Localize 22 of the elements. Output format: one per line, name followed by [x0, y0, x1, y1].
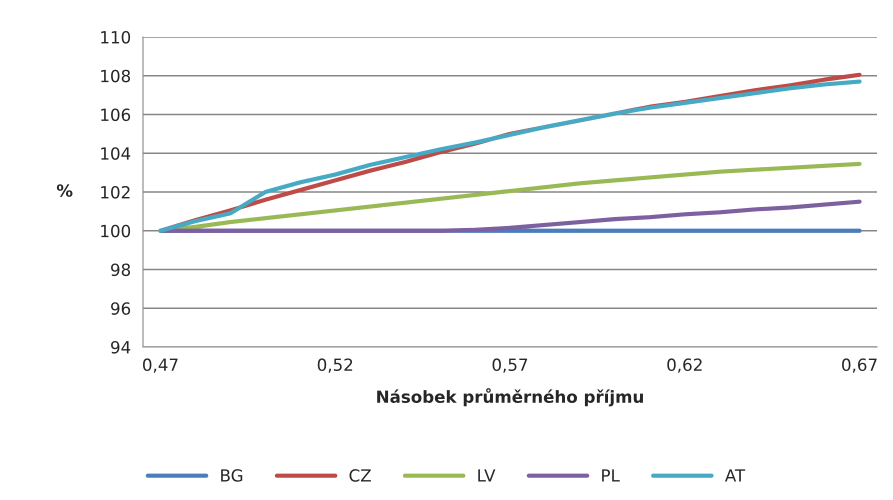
- line-series: [158, 200, 862, 233]
- legend-label: PL: [602, 469, 620, 482]
- y-tick-label: 110: [101, 30, 130, 44]
- y-tick-label: 106: [101, 108, 130, 122]
- y-tick-label: 102: [101, 186, 130, 199]
- x-tick-label: 0,62: [667, 358, 702, 373]
- legend-label: CZ: [350, 469, 371, 482]
- y-tick-label: 98: [111, 263, 130, 276]
- legend-label: LV: [478, 469, 496, 482]
- y-tick-label: 96: [111, 302, 130, 315]
- x-tick-label: 0,52: [318, 358, 352, 373]
- legend-label: BG: [221, 469, 242, 482]
- y-tick-label: 108: [101, 70, 130, 82]
- y-tick-label: 100: [101, 224, 130, 238]
- x-tick-label: 0,47: [143, 358, 178, 373]
- y-axis-title: %: [56, 184, 72, 197]
- y-tick-label: 104: [101, 147, 130, 160]
- x-tick-label: 0,67: [842, 358, 877, 373]
- y-tick-label: 94: [111, 340, 130, 354]
- legend-label: AT: [724, 469, 746, 482]
- x-tick-label: 0,57: [492, 358, 528, 373]
- x-axis-title: Násobek průměrného příjmu: [377, 388, 643, 406]
